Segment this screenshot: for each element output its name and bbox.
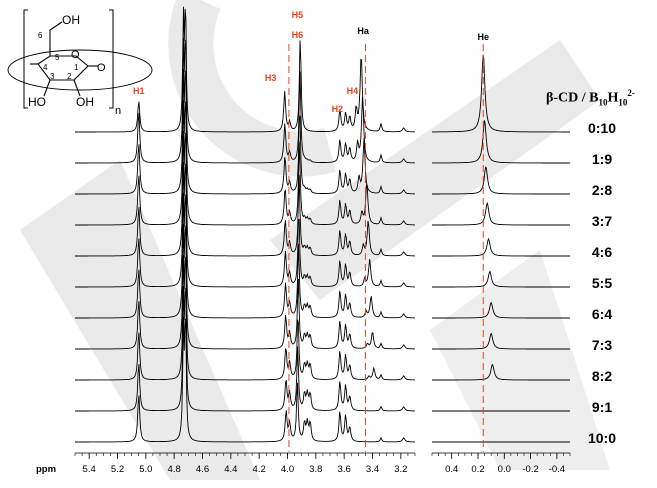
spectrum-trace-main (75, 223, 415, 350)
c3-oh-bond (43, 79, 51, 97)
mol-label-c6: 6 (38, 31, 43, 40)
x-tick-label: 4.0 (281, 464, 294, 475)
spectrum-trace-highfield (432, 332, 570, 350)
chart-title: β-CD / B10H102- (546, 88, 635, 108)
peak-label-ha: Ha (357, 26, 369, 36)
mol-label-bridge-o: O (97, 62, 106, 74)
ratio-label: 10:0 (587, 430, 617, 446)
mol-label-c4: 4 (43, 63, 48, 72)
ratio-label: 6:4 (591, 306, 613, 322)
guide-lines (288, 44, 484, 452)
spectrum-trace-highfield (432, 54, 570, 133)
peak-label-h4: H4 (347, 86, 359, 96)
x-tick-label: 4.6 (196, 464, 209, 475)
spectrum-trace-highfield (432, 166, 570, 195)
watermark (20, 0, 610, 480)
spectrum-trace-highfield (432, 301, 570, 319)
cyclodextrin-structure: OH 6 54 1 O O 3 2 HO OH n (7, 9, 153, 117)
mol-label-n: n (115, 105, 121, 117)
watermark-stroke (270, 40, 600, 300)
mol-label-c2: 2 (67, 72, 72, 81)
x-tick-label: 3.4 (366, 464, 379, 475)
spectrum-trace-main (75, 316, 415, 443)
peak-label-h5: H5 (292, 10, 304, 20)
ratio-label: 7:3 (591, 337, 613, 353)
spectrum-trace-main (75, 99, 415, 226)
x-tick-label: 4.8 (168, 464, 181, 475)
peak-label-he: He (477, 32, 489, 42)
x-tick-label: 5.0 (139, 464, 152, 475)
spectra-traces (75, 6, 570, 443)
peak-label-h3: H3 (265, 73, 277, 83)
c2-oh-bond (73, 79, 81, 97)
x-tick-label: 0.2 (471, 464, 484, 475)
x-axis-label: ppm (36, 464, 56, 475)
mol-label-c3: 3 (50, 72, 55, 81)
mol-label-ho: HO (28, 95, 46, 109)
x-tick-label: 3.2 (394, 464, 407, 475)
peak-label-h2: H2 (332, 104, 344, 114)
mol-label-ring-o: O (71, 49, 80, 61)
ratio-label: 5:5 (591, 275, 613, 291)
x-tick-label: 3.8 (309, 464, 322, 475)
spectrum-trace-main (75, 285, 415, 412)
spectrum-trace-highfield (432, 364, 570, 381)
watermark-stroke (168, 0, 336, 177)
mol-label-oh-top: OH (62, 13, 80, 27)
spectrum-trace-highfield (432, 120, 570, 164)
spectrum-trace-highfield (432, 270, 570, 288)
ratio-label: 4:6 (591, 244, 613, 260)
ratio-label: 1:9 (591, 151, 613, 167)
spectrum-trace-main (75, 68, 416, 195)
ring-ellipse (7, 49, 153, 91)
x-tick-label: 3.6 (338, 464, 351, 475)
x-tick-label: 5.2 (111, 464, 124, 475)
c6-bond (49, 21, 63, 56)
ratio-label: 2:8 (591, 182, 613, 198)
watermark-stroke (430, 250, 610, 470)
x-tick-label: -0.2 (522, 464, 538, 475)
ratio-label: 3:7 (591, 213, 613, 229)
spectrum-trace-main (75, 6, 416, 133)
ratio-label: 0:10 (587, 120, 617, 136)
ratio-label: 8:2 (591, 368, 613, 384)
spectrum-trace-main (75, 192, 415, 319)
peak-label-h1: H1 (133, 86, 145, 96)
ratio-label: 9:1 (591, 399, 613, 415)
spectrum-trace-main (75, 130, 415, 257)
mol-label-oh-bottom: OH (76, 95, 94, 109)
mol-label-c5: 5 (55, 53, 60, 62)
x-tick-label: -0.4 (549, 464, 565, 475)
x-tick-label: 0.4 (445, 464, 458, 475)
x-axes: 5.4 5.2 5.0 4.8 4.6 4.4 4.2 4.0 3.8 3.6 3.4 3.2 0.4 0… (36, 452, 571, 475)
bracket-left (23, 9, 28, 109)
x-tick-label: 4.2 (253, 464, 266, 475)
x-tick-label: 4.4 (224, 464, 237, 475)
spectrum-trace-main (75, 161, 415, 288)
spectrum-trace-highfield (432, 237, 570, 257)
mol-label-c1: 1 (74, 63, 79, 72)
x-tick-label: 5.4 (83, 464, 96, 475)
peak-label-h6: H6 (292, 30, 304, 40)
bracket-right (109, 9, 114, 109)
spectrum-trace-main (75, 37, 416, 164)
x-tick-label: 0.0 (498, 464, 511, 475)
spectrum-trace-highfield (432, 201, 570, 226)
spectrum-trace-main (75, 254, 415, 381)
